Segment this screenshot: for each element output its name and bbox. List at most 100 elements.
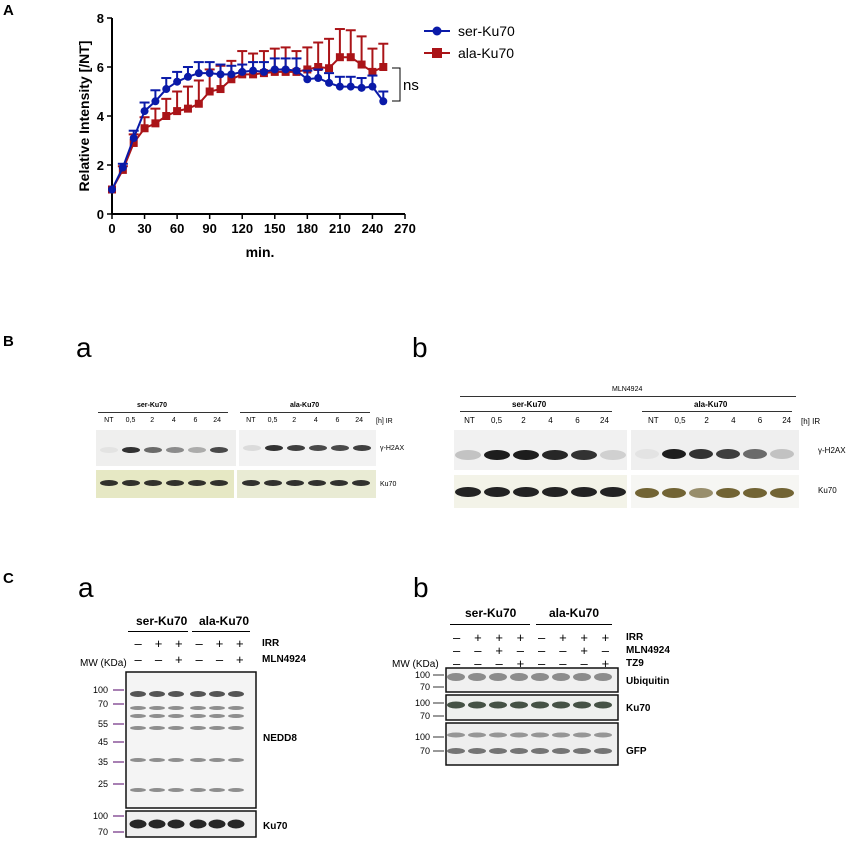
significance-bracket: [392, 67, 401, 102]
ca-mln-row: – – + – – +: [128, 652, 250, 667]
ba-group1: ser-Ku70: [137, 402, 167, 409]
blot-band: [228, 706, 244, 710]
data-point: [379, 97, 388, 106]
data-point: [325, 64, 334, 73]
lane-label: +: [601, 630, 610, 645]
blot-band: [129, 819, 147, 829]
lane-label: –: [559, 643, 567, 658]
lane-label: –: [474, 643, 482, 658]
data-point: [357, 60, 366, 69]
lane-label: +: [215, 636, 224, 651]
blot-band: [167, 819, 185, 829]
blot-band: [166, 447, 184, 453]
mw-marker: 70: [420, 682, 430, 692]
blot-band: [331, 445, 349, 451]
lane-label: 4: [548, 416, 553, 425]
blot-band: [228, 714, 244, 718]
bb-treatment-line: [460, 396, 796, 397]
data-point: [194, 69, 203, 78]
blot-band: [447, 732, 465, 738]
lane-label: –: [453, 630, 461, 645]
x-tick-label: 30: [137, 221, 151, 236]
blot-band: [531, 673, 549, 681]
blot-band: [531, 748, 549, 754]
blot-band: [455, 487, 481, 497]
mw-marker: 100: [415, 670, 430, 680]
lane-label: NT: [246, 417, 256, 424]
mw-marker: 35: [98, 757, 108, 767]
lane-label: 2: [292, 417, 297, 424]
blot-band: [510, 673, 528, 681]
lane-label: 4: [731, 416, 736, 425]
blot-band: [122, 447, 140, 453]
blot-band: [447, 701, 465, 709]
lane-label: –: [559, 656, 567, 671]
blot-band: [190, 788, 206, 792]
blot-band: [100, 447, 118, 453]
lane-label: +: [516, 630, 525, 645]
data-point: [162, 112, 171, 120]
blot-band: [188, 447, 206, 453]
lane-label: +: [495, 630, 503, 645]
bb-time-unit: [h] IR: [801, 417, 821, 426]
blot-band: [122, 480, 140, 486]
blot-band: [149, 726, 165, 730]
blot-band: [513, 487, 539, 497]
blot-band: [166, 480, 184, 486]
blot-band: [130, 758, 146, 762]
panel-label-a: A: [3, 2, 14, 19]
mw-marker: 100: [93, 685, 108, 695]
bb-band1-label: γ-H2AX: [818, 446, 846, 455]
cb-group1-line: [450, 624, 530, 625]
lane-label: 2: [521, 416, 526, 425]
data-point: [335, 82, 344, 91]
blot-band: [168, 714, 184, 718]
blot-band: [190, 714, 206, 718]
data-point: [303, 65, 312, 74]
blot-band: [148, 819, 166, 829]
x-tick-label: 150: [264, 221, 286, 236]
blot-band: [468, 732, 486, 738]
ba-lane-labels-2: NT 0,5 2 4 6 24: [240, 417, 370, 429]
lane-label: 0,5: [674, 416, 686, 425]
blot-band: [531, 732, 549, 738]
bb-group1: ser-Ku70: [512, 400, 547, 409]
legend-text-ala: ala-Ku70: [458, 45, 514, 61]
lane-label: 0,5: [125, 417, 136, 424]
data-point: [194, 99, 203, 108]
mw-marker: 70: [98, 699, 108, 709]
mw-marker: 70: [420, 711, 430, 721]
lane-label: –: [538, 630, 546, 645]
lane-label: 6: [335, 417, 340, 424]
lane-label: –: [195, 652, 203, 667]
blot-band: [600, 450, 626, 460]
data-point: [314, 74, 323, 83]
cb-group1: ser-Ku70: [465, 606, 517, 620]
data-point: [379, 63, 388, 71]
y-tick-label: 6: [97, 60, 104, 75]
blot-band: [130, 726, 146, 730]
lane-label: 2: [704, 416, 709, 425]
panel-label-b: B: [3, 333, 14, 350]
ba-lane-labels-1: NT 0,5 2 4 6 24: [98, 417, 228, 429]
blot-band: [489, 673, 507, 681]
bb-lane-labels-2: NT 0,5 2 4 6 24: [640, 416, 800, 428]
ca-row2-label: MLN4924: [262, 654, 306, 665]
data-point: [118, 163, 127, 172]
line-chart: 0 30 60 90 120 150 180 210 240 270 0 2 4 6 8 Relative …: [76, 11, 419, 260]
blot-band: [149, 758, 165, 762]
blot-band: [510, 732, 528, 738]
blot-band: [531, 701, 549, 709]
lane-label: +: [580, 630, 588, 645]
blot-band: [149, 788, 165, 792]
data-point: [129, 134, 138, 143]
blot-band: [513, 450, 539, 460]
blot-band: [130, 714, 146, 718]
ba-group2: ala-Ku70: [290, 402, 320, 409]
blot-band: [228, 691, 244, 697]
blot-band: [600, 487, 626, 497]
lane-label: –: [474, 656, 482, 671]
y-tick-label: 2: [97, 158, 104, 173]
bb-group2: ala-Ku70: [694, 400, 728, 409]
blot-band: [489, 701, 507, 709]
